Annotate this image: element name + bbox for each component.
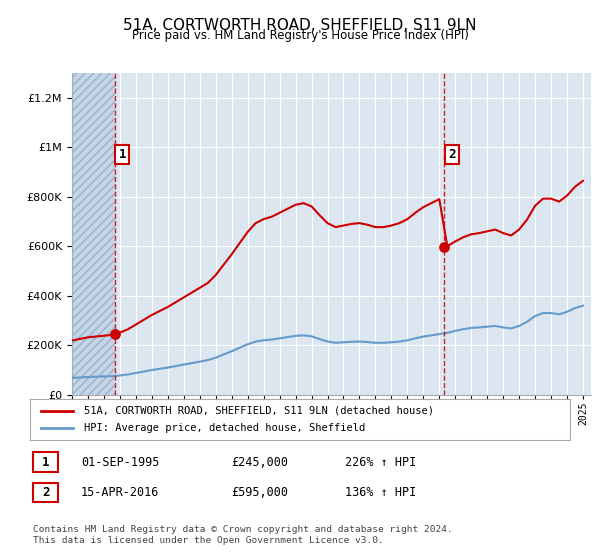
Text: £595,000: £595,000 <box>231 486 288 500</box>
Text: £245,000: £245,000 <box>231 455 288 469</box>
Text: Contains HM Land Registry data © Crown copyright and database right 2024.
This d: Contains HM Land Registry data © Crown c… <box>33 525 453 545</box>
Text: 226% ↑ HPI: 226% ↑ HPI <box>345 455 416 469</box>
Text: 1: 1 <box>42 455 49 469</box>
Text: 1: 1 <box>119 148 126 161</box>
Point <box>439 243 449 252</box>
Text: 51A, CORTWORTH ROAD, SHEFFIELD, S11 9LN: 51A, CORTWORTH ROAD, SHEFFIELD, S11 9LN <box>123 18 477 33</box>
Text: 2: 2 <box>42 486 49 500</box>
Text: 2: 2 <box>448 148 455 161</box>
Text: 51A, CORTWORTH ROAD, SHEFFIELD, S11 9LN (detached house): 51A, CORTWORTH ROAD, SHEFFIELD, S11 9LN … <box>84 405 434 416</box>
Text: 15-APR-2016: 15-APR-2016 <box>81 486 160 500</box>
Text: 01-SEP-1995: 01-SEP-1995 <box>81 455 160 469</box>
Text: 136% ↑ HPI: 136% ↑ HPI <box>345 486 416 500</box>
Text: HPI: Average price, detached house, Sheffield: HPI: Average price, detached house, Shef… <box>84 423 365 433</box>
Text: Price paid vs. HM Land Registry's House Price Index (HPI): Price paid vs. HM Land Registry's House … <box>131 29 469 42</box>
Point <box>110 330 119 339</box>
